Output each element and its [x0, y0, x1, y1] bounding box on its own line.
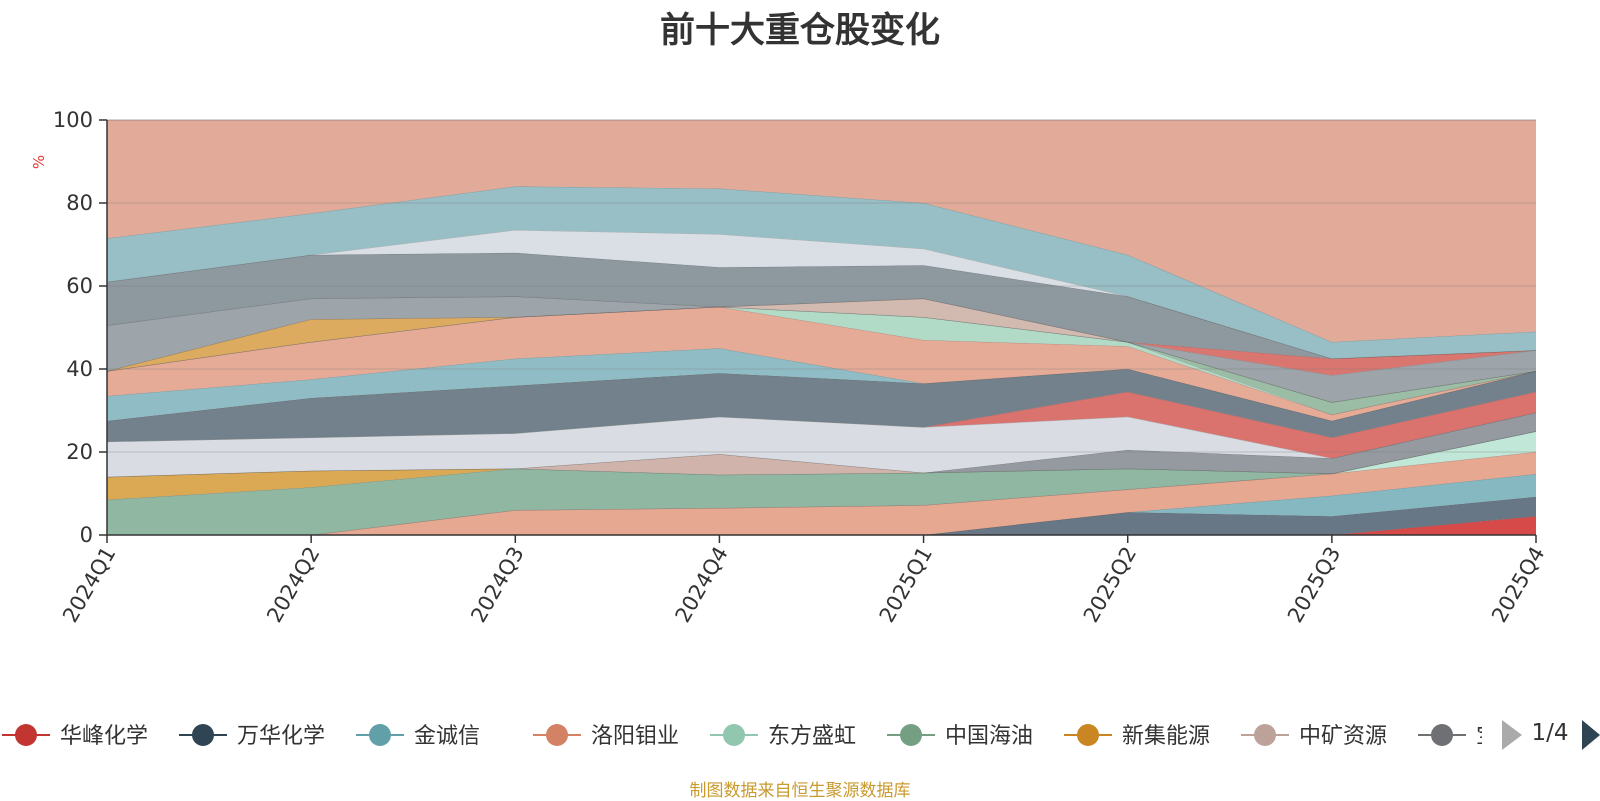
legend-circle-icon	[369, 724, 391, 746]
y-tick-label: 60	[66, 274, 93, 298]
legend-label: 洛阳钼业	[591, 724, 679, 749]
x-axis-ticks: 2024Q1 2024Q2 2024Q3 2024Q4 2025Q1 2025Q2 2025…	[58, 535, 1550, 627]
area-band-14	[107, 306, 1536, 421]
area-band-6	[107, 431, 1536, 535]
y-axis-ticks: 0 20 40 60 80 100	[53, 108, 107, 547]
area-band-10	[107, 412, 1536, 477]
legend-label: 中国海油	[945, 724, 1033, 749]
legend-circle-icon	[1431, 724, 1453, 746]
y-axis-unit-label: %	[30, 155, 48, 169]
legend-label: 东方盛虹	[768, 724, 856, 749]
x-tick-label: 2025Q3	[1283, 543, 1345, 627]
legend-label: 万华化学	[237, 724, 325, 749]
area-band-12	[107, 369, 1536, 442]
legend-item[interactable]: 万华化学	[179, 724, 325, 749]
legend-item[interactable]: 金诚信	[356, 724, 480, 749]
legend-circle-icon	[15, 724, 37, 746]
legend-circle-icon	[723, 724, 745, 746]
legend-circle-icon	[546, 724, 568, 746]
area-band-1	[107, 516, 1536, 535]
y-tick-label: 100	[53, 108, 93, 132]
area-series-group	[106, 119, 1537, 536]
y-tick-label: 20	[66, 440, 93, 464]
legend-item[interactable]: 中矿资源	[1241, 724, 1387, 749]
legend: 华峰化学 万华化学 金诚信 洛阳钼业 东方盛虹 中国海油 新集能源 中矿资源 宝钢	[2, 724, 1520, 749]
legend-label: 中矿资源	[1299, 724, 1387, 749]
legend-item[interactable]: 东方盛虹	[710, 724, 856, 749]
y-tick-label: 40	[66, 357, 93, 381]
x-tick-label: 2025Q4	[1487, 543, 1549, 627]
chart-title: 前十大重仓股变化	[659, 11, 940, 51]
legend-pager: 1/4	[1502, 720, 1600, 750]
area-band-11	[107, 391, 1536, 459]
area-band-23	[107, 186, 1536, 359]
x-tick-label: 2024Q3	[466, 543, 528, 627]
x-tick-label: 2024Q2	[262, 543, 324, 627]
legend-prev-icon[interactable]	[1502, 720, 1522, 750]
legend-label: 华峰化学	[60, 724, 148, 749]
x-tick-label: 2025Q2	[1079, 543, 1141, 627]
area-band-edge-16	[106, 306, 1537, 403]
area-band-21	[107, 252, 1536, 359]
area-band-20	[107, 296, 1536, 376]
x-tick-label: 2025Q1	[875, 543, 937, 627]
axes	[106, 120, 1536, 536]
y-tick-label: 0	[80, 523, 93, 547]
legend-item[interactable]: 洛阳钼业	[533, 724, 679, 749]
x-tick-label: 2024Q4	[670, 543, 732, 627]
y-tick-label: 80	[66, 191, 93, 215]
legend-label: 宝钢	[1476, 724, 1520, 749]
area-band-3	[107, 474, 1536, 535]
area-band-8	[107, 431, 1536, 477]
legend-circle-icon	[900, 724, 922, 746]
source-note: 制图数据来自恒生聚源数据库	[689, 781, 911, 801]
legend-circle-icon	[1254, 724, 1276, 746]
legend-page-indicator: 1/4	[1531, 720, 1568, 746]
area-band-19	[107, 296, 1536, 403]
area-band-9	[107, 412, 1536, 477]
legend-next-icon[interactable]	[1582, 720, 1600, 750]
legend-label: 金诚信	[414, 724, 480, 749]
legend-item[interactable]: 中国海油	[887, 724, 1033, 749]
legend-circle-icon	[192, 724, 214, 746]
area-band-2	[107, 496, 1536, 535]
legend-item[interactable]: 华峰化学	[2, 724, 148, 749]
area-band-22	[107, 230, 1536, 359]
area-band-4	[107, 452, 1536, 535]
x-tick-label: 2024Q1	[58, 543, 120, 627]
area-band-24	[107, 120, 1536, 342]
legend-item[interactable]: 宝钢	[1418, 724, 1520, 749]
area-band-13	[107, 348, 1536, 421]
legend-label: 新集能源	[1122, 724, 1210, 749]
legend-item[interactable]: 新集能源	[1064, 724, 1210, 749]
legend-circle-icon	[1077, 724, 1099, 746]
